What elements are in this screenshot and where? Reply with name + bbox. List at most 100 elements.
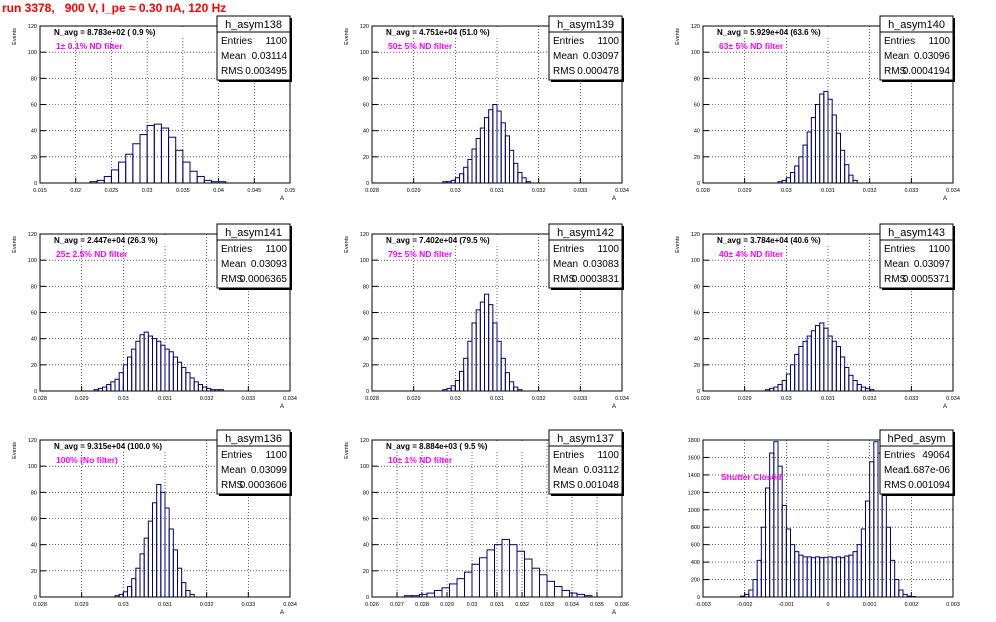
stats-key: Mean <box>884 51 909 62</box>
histogram-bin <box>496 340 502 392</box>
y-tick-label: 0 <box>697 181 700 187</box>
histogram-panel-h_asym140: 0.028 0.029 0.03 0.031 0.032 0.033 0.034 0 20 40 6… <box>675 15 960 202</box>
histogram-bin <box>168 528 174 598</box>
histogram-bin <box>110 169 120 184</box>
x-tick-label: 0.031 <box>821 396 835 402</box>
stats-key: RMS <box>553 274 576 285</box>
histogram-bin <box>143 331 149 392</box>
x-tick-label: 0.033 <box>904 188 918 194</box>
stats-value: 1100 <box>265 36 287 47</box>
x-tick-label: 0.02 <box>70 188 81 194</box>
stats-key: Entries <box>553 244 584 255</box>
histogram-bin <box>164 348 170 392</box>
y-tick-label: 40 <box>363 543 369 549</box>
y-tick-label: 20 <box>363 155 369 161</box>
histogram-bin <box>848 554 854 598</box>
histogram-bin <box>168 136 177 184</box>
histogram-bin <box>492 104 498 184</box>
x-tick-label: 0.05 <box>285 188 296 194</box>
histogram-bin <box>513 162 519 184</box>
stats-box <box>548 223 623 289</box>
x-tick-label: 0.045 <box>247 188 261 194</box>
histogram-bin <box>475 309 481 392</box>
stats-histogram-name: h_asym136 <box>225 433 282 445</box>
histogram-bin <box>467 340 473 392</box>
stats-box <box>879 429 954 495</box>
y-tick-label: 0 <box>366 389 369 395</box>
histogram-bin <box>114 378 120 392</box>
histogram-bin <box>810 557 816 598</box>
histogram-bin <box>160 127 170 184</box>
histogram-bin <box>802 340 808 392</box>
histogram-panel-h_asym139: 0.028 0.029 0.03 0.031 0.032 0.033 0.034 0 20 40 6… <box>344 15 629 202</box>
histogram-bin <box>202 386 208 392</box>
histogram-bin <box>484 117 490 184</box>
x-tick-label: 0.028 <box>696 188 710 194</box>
y-tick-label: 120 <box>691 24 700 30</box>
filter-label: 25± 2.5% ND filter <box>56 249 128 259</box>
x-tick-label: -0.002 <box>737 602 753 608</box>
y-tick-label: 80 <box>694 284 700 290</box>
y-tick-label: 0 <box>366 595 369 601</box>
y-tick-label: 80 <box>31 284 37 290</box>
histogram-bin <box>856 383 862 392</box>
stats-box <box>216 15 291 81</box>
stats-value: 1100 <box>597 36 619 47</box>
stats-value: 0.001048 <box>577 480 619 491</box>
stats-box <box>216 429 291 495</box>
stats-box <box>548 429 623 495</box>
y-axis-label: Events <box>12 442 18 459</box>
histogram-bin <box>467 158 473 184</box>
x-tick-label: 0.033 <box>241 396 255 402</box>
y-tick-label: 40 <box>694 129 700 135</box>
x-tick-label: 0.034 <box>946 396 960 402</box>
y-tick-label: 1000 <box>688 508 700 514</box>
histogram-bin <box>790 364 796 392</box>
y-tick-label: 400 <box>691 560 700 566</box>
stats-key: Mean <box>884 259 909 270</box>
histogram-bin <box>500 357 506 392</box>
histogram-bin <box>756 559 762 598</box>
x-tick-label: 0.028 <box>365 188 379 194</box>
histogram-bin <box>765 487 771 598</box>
x-tick-label: 0.03 <box>781 396 792 402</box>
histogram-bin <box>835 556 841 598</box>
histogram-bin <box>172 356 178 392</box>
histogram-bin <box>139 553 145 598</box>
histogram-bin <box>135 567 141 598</box>
y-tick-label: 100 <box>691 258 700 264</box>
histogram-bin <box>831 557 837 598</box>
histogram-bin <box>102 386 108 392</box>
stats-key: Mean <box>553 259 578 270</box>
histogram-bin <box>860 528 866 598</box>
histogram-bin <box>777 465 783 598</box>
stats-key: Entries <box>884 36 915 47</box>
histogram-panel-h_asym136: 0.028 0.029 0.03 0.031 0.032 0.033 0.034 0 20 40 6… <box>12 429 297 616</box>
y-tick-label: 0 <box>697 595 700 601</box>
histogram-bin <box>806 556 812 598</box>
x-tick-label: 0.032 <box>200 396 214 402</box>
plot-frame <box>39 439 291 598</box>
histogram-bin <box>449 583 458 598</box>
histogram-bin <box>521 177 527 184</box>
histogram-bin <box>819 93 825 184</box>
histogram-bin <box>773 386 779 392</box>
stats-key: Entries <box>221 244 252 255</box>
histogram-bin <box>785 177 791 184</box>
histogram-bin <box>479 127 486 184</box>
y-tick-label: 80 <box>31 76 37 82</box>
filter-label: 50± 5% ND filter <box>388 41 453 51</box>
x-axis-label: A <box>612 196 616 202</box>
stats-value: 0.0003831 <box>572 274 620 285</box>
histogram-bin <box>848 374 854 392</box>
stats-key: Entries <box>553 36 584 47</box>
histogram-bin <box>524 558 533 598</box>
histogram-bin <box>496 110 502 184</box>
histogram-bin <box>175 149 184 184</box>
y-tick-label: 0 <box>366 181 369 187</box>
x-tick-label: 0.033 <box>573 188 587 194</box>
histogram-bin <box>831 114 837 184</box>
histogram-bin <box>844 555 850 598</box>
filter-label: 40± 4% ND filter <box>719 249 784 259</box>
y-axis-label: Events <box>675 28 681 45</box>
